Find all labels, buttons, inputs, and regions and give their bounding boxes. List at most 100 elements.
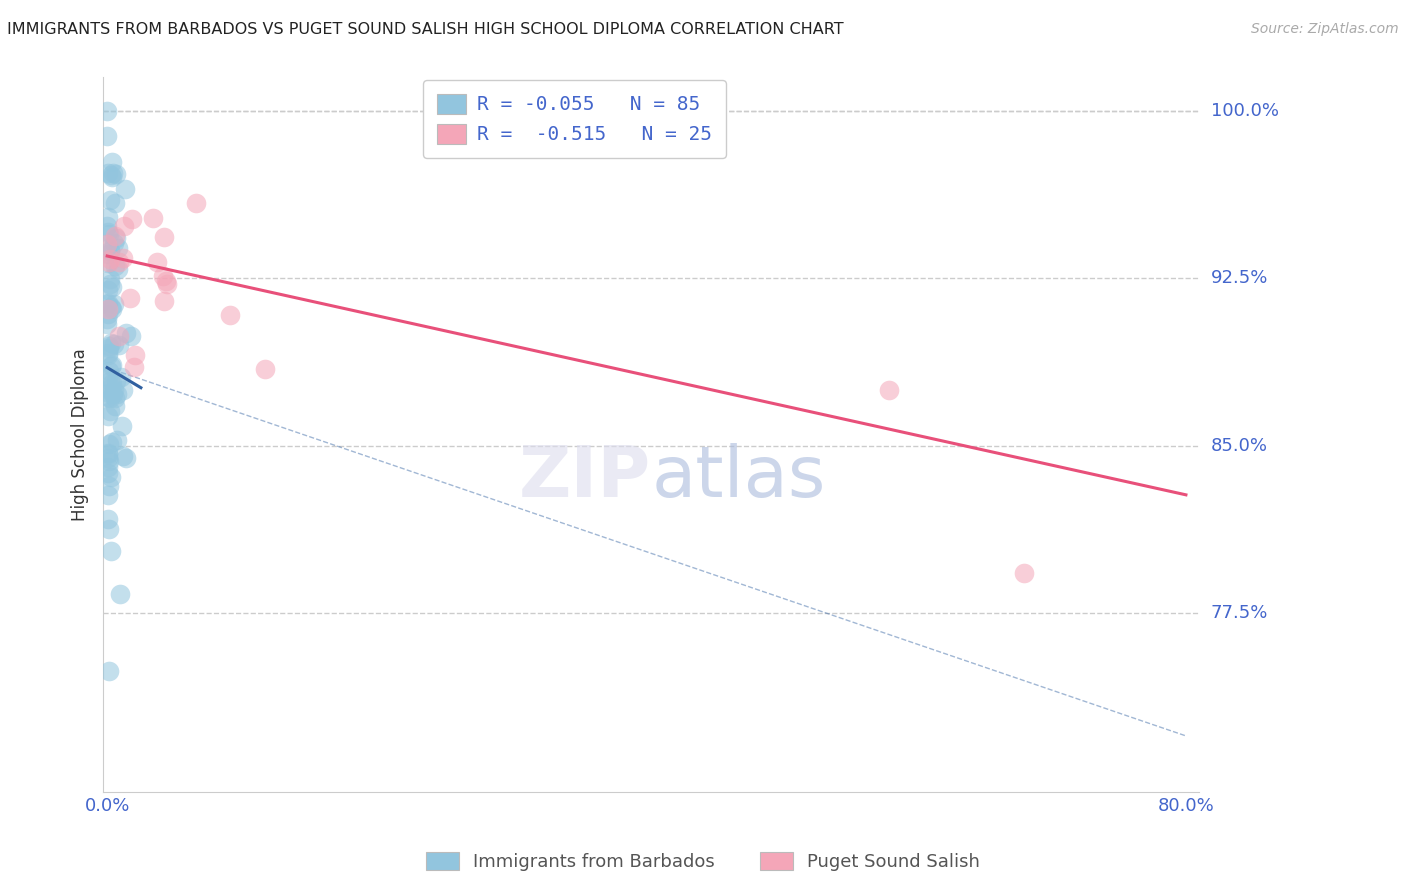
Point <box>101 166 124 180</box>
Point <box>124 359 146 374</box>
Point <box>101 279 124 293</box>
Point <box>100 470 122 484</box>
Point <box>103 337 125 351</box>
Point <box>112 449 135 463</box>
Point <box>103 235 125 250</box>
Point <box>101 169 124 184</box>
Point <box>103 383 125 397</box>
Point <box>111 419 134 434</box>
Point <box>107 241 129 255</box>
Point <box>108 586 131 600</box>
Point <box>155 277 177 292</box>
Y-axis label: High School Diploma: High School Diploma <box>72 348 89 521</box>
Legend: Immigrants from Barbados, Puget Sound Salish: Immigrants from Barbados, Puget Sound Sa… <box>419 846 987 879</box>
Point <box>105 387 128 401</box>
Point <box>96 317 118 331</box>
Point <box>97 166 120 180</box>
Point <box>107 262 129 277</box>
Point <box>97 247 120 261</box>
Point <box>96 219 118 233</box>
Point <box>97 512 120 526</box>
Point <box>98 374 121 388</box>
Point <box>115 326 138 340</box>
Point <box>98 244 121 258</box>
Point <box>100 252 122 266</box>
Point <box>114 182 136 196</box>
Point <box>104 196 127 211</box>
Point <box>97 255 120 269</box>
Text: 100.0%: 100.0% <box>1211 102 1278 120</box>
Point <box>96 128 118 143</box>
Point <box>97 255 120 269</box>
Point <box>97 460 120 475</box>
Point <box>98 522 121 536</box>
Point <box>1012 566 1035 580</box>
Point <box>96 236 118 251</box>
Point <box>97 454 120 468</box>
Point <box>124 348 146 362</box>
Point <box>110 370 132 384</box>
Point <box>142 211 165 226</box>
Point <box>101 376 124 391</box>
Point <box>101 154 124 169</box>
Point <box>97 390 120 404</box>
Point <box>98 272 121 286</box>
Point <box>108 328 131 343</box>
Point <box>103 387 125 401</box>
Point <box>98 382 121 396</box>
Point <box>98 404 121 418</box>
Point <box>98 227 121 242</box>
Point <box>97 409 120 423</box>
Point <box>97 488 120 502</box>
Text: ZIP: ZIP <box>519 443 651 512</box>
Point <box>98 339 121 353</box>
Point <box>100 300 122 314</box>
Point <box>100 543 122 558</box>
Point <box>101 358 124 372</box>
Point <box>253 362 276 376</box>
Point <box>219 308 242 322</box>
Point <box>97 307 120 321</box>
Point <box>153 293 176 308</box>
Point <box>98 194 121 208</box>
Text: 77.5%: 77.5% <box>1211 604 1268 622</box>
Point <box>112 384 135 398</box>
Point <box>97 283 120 297</box>
Point <box>104 399 127 413</box>
Point <box>145 255 167 269</box>
Point <box>98 665 121 679</box>
Point <box>97 446 120 460</box>
Point <box>97 479 120 493</box>
Text: Source: ZipAtlas.com: Source: ZipAtlas.com <box>1251 22 1399 37</box>
Point <box>100 335 122 350</box>
Text: IMMIGRANTS FROM BARBADOS VS PUGET SOUND SALISH HIGH SCHOOL DIPLOMA CORRELATION C: IMMIGRANTS FROM BARBADOS VS PUGET SOUND … <box>7 22 844 37</box>
Point <box>97 302 120 317</box>
Point <box>112 251 135 265</box>
Point <box>120 329 142 343</box>
Point <box>98 364 121 378</box>
Point <box>96 369 118 384</box>
Point <box>103 297 125 311</box>
Point <box>155 274 177 288</box>
Point <box>104 228 127 243</box>
Point <box>877 383 900 397</box>
Point <box>101 435 124 450</box>
Point <box>97 348 120 362</box>
Point <box>96 312 118 326</box>
Point <box>104 167 127 181</box>
Point <box>120 291 142 305</box>
Point <box>112 219 135 233</box>
Point <box>121 211 143 226</box>
Point <box>96 103 118 118</box>
Point <box>100 277 122 291</box>
Point <box>100 359 122 373</box>
Point <box>98 244 121 258</box>
Point <box>105 434 128 448</box>
Point <box>97 466 120 480</box>
Point <box>97 225 120 239</box>
Point <box>115 451 138 466</box>
Point <box>96 296 118 310</box>
Point <box>98 341 121 355</box>
Text: 92.5%: 92.5% <box>1211 269 1268 287</box>
Point <box>97 450 120 465</box>
